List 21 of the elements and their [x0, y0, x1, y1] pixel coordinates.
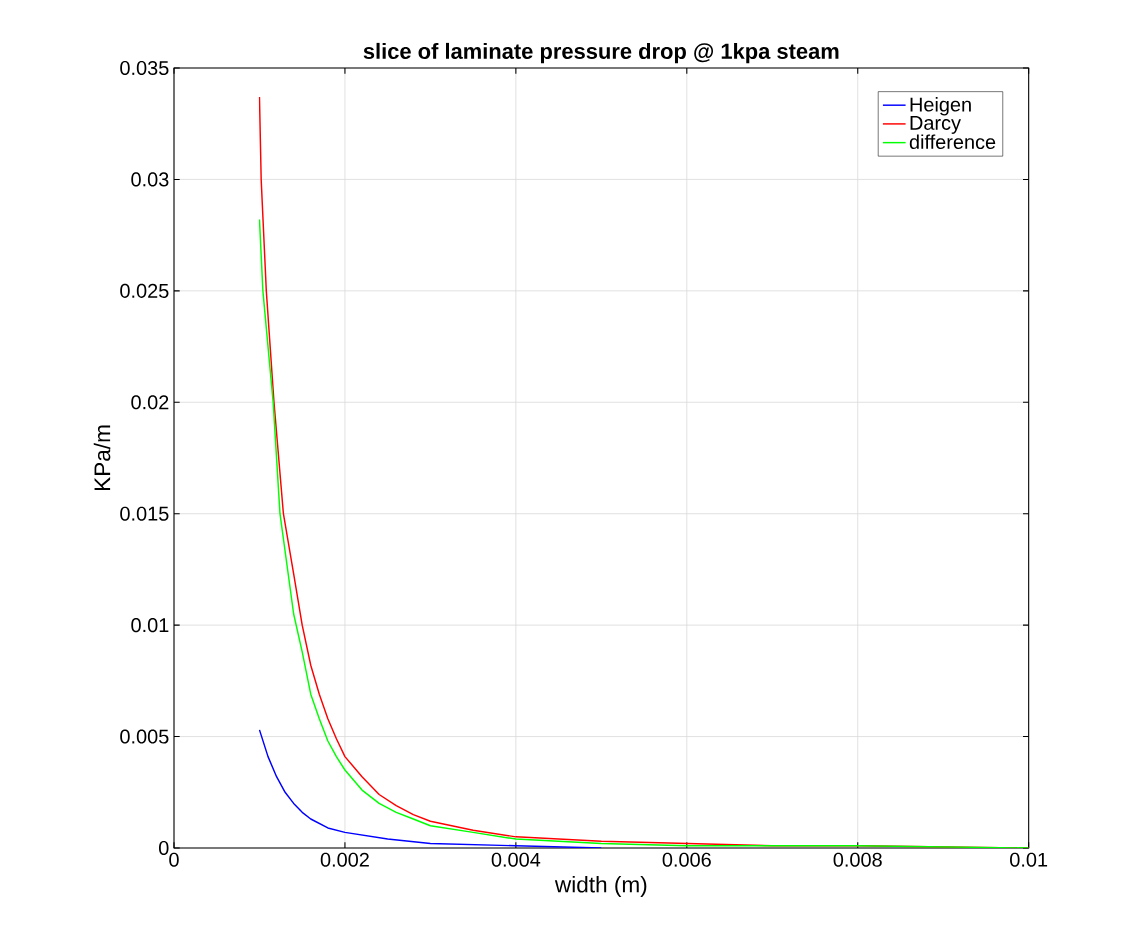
x-tick-label: 0 [169, 852, 179, 867]
x-tick-label: 0.004 [491, 852, 541, 867]
y-tick-label: 0.03 [131, 172, 169, 187]
y-tick-label: 0.005 [120, 729, 169, 744]
x-tick-label: 0.008 [833, 852, 882, 867]
legend-label: difference [909, 134, 996, 149]
chart-title: slice of laminate pressure drop @ 1kpa steam [363, 42, 839, 64]
x-axis-title: width (m) [554, 875, 647, 897]
x-tick-label: 0.006 [662, 852, 711, 867]
y-axis-title: KPa/m [93, 425, 111, 490]
y-tick-label: 0 [159, 840, 169, 855]
legend-label: Heigen [910, 96, 971, 116]
x-tick-label: 0.002 [320, 852, 369, 867]
y-tick-label: 0.035 [120, 60, 169, 75]
y-tick-label: 0.025 [120, 283, 169, 298]
y-tick-label: 0.015 [120, 506, 169, 521]
x-tick-label: 0.01 [1010, 852, 1048, 867]
legend-label: Darcy [910, 115, 961, 134]
y-tick-label: 0.01 [131, 617, 169, 633]
y-tick-label: 0.02 [131, 395, 169, 410]
line-series [258, 729, 603, 848]
